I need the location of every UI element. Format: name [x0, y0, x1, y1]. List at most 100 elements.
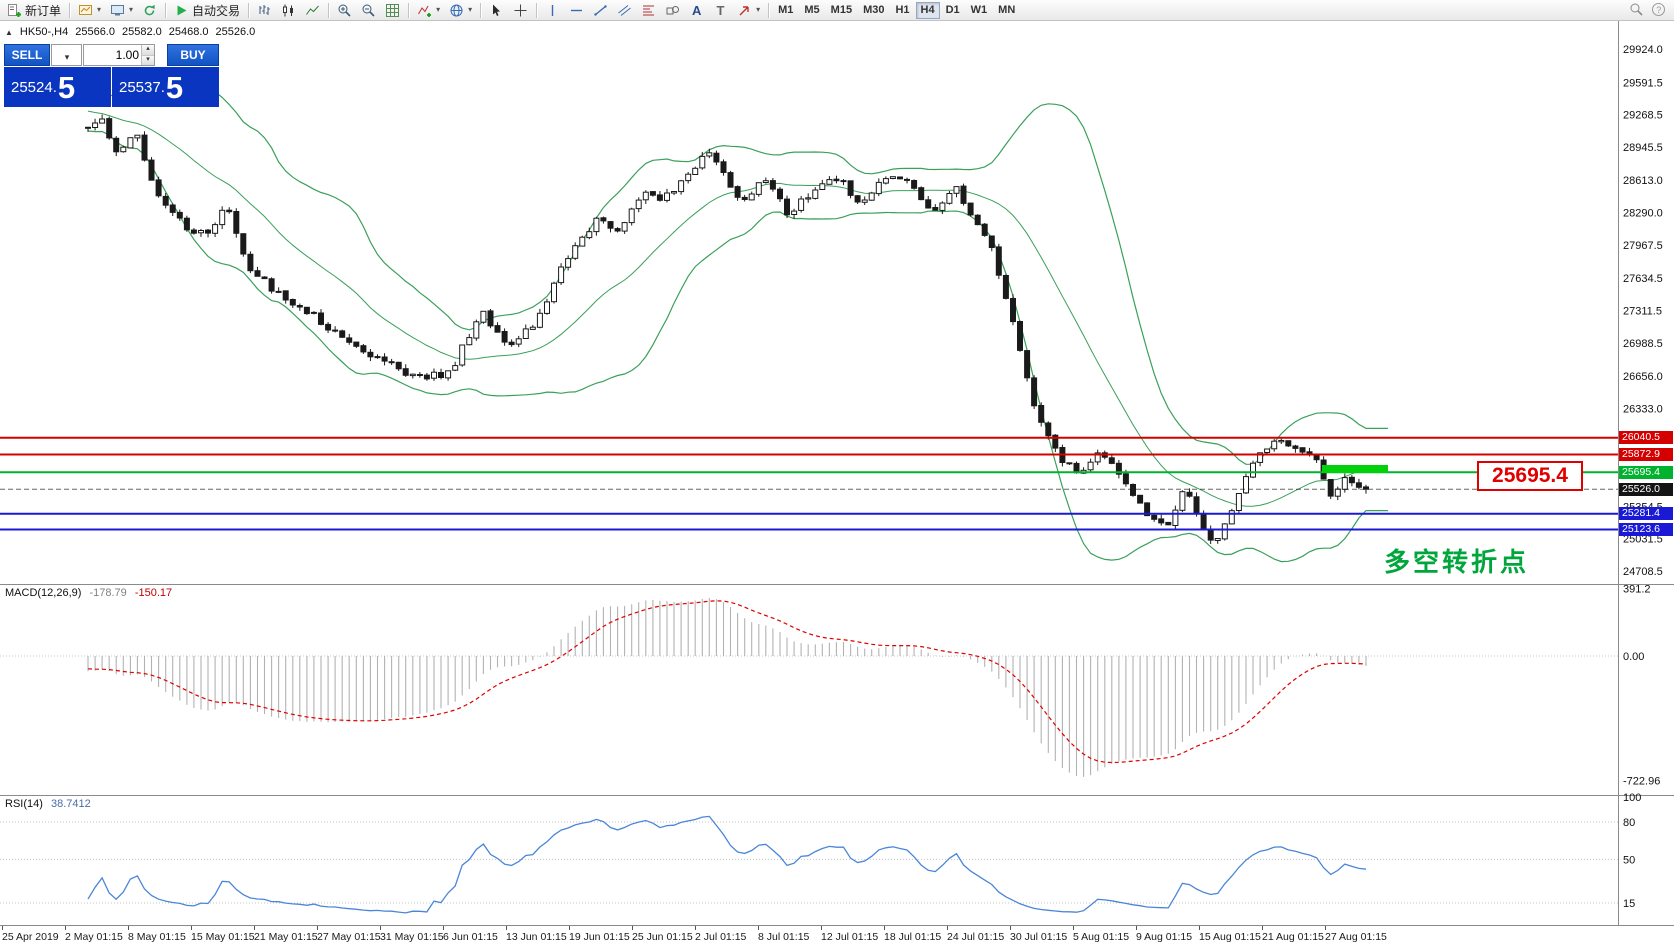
new-order-button[interactable]: 新订单: [3, 1, 65, 19]
chevron-down-icon: ▾: [468, 5, 473, 14]
new-order-label: 新订单: [25, 3, 62, 18]
time-label: 31 May 01:15: [380, 931, 444, 943]
price-tick: 26988.5: [1623, 338, 1663, 350]
new-chart-button[interactable]: ▾: [74, 1, 105, 19]
timeframe-button-h4[interactable]: H4: [915, 1, 940, 19]
volume-decrease-button[interactable]: ▾: [142, 55, 154, 65]
sell-button[interactable]: SELL: [4, 44, 50, 66]
timeframe-button-m1[interactable]: M1: [773, 2, 798, 19]
buy-price-big-digit: 5: [165, 69, 184, 105]
price-level-label: 25872.9: [1619, 448, 1673, 461]
rsi-indicator: [0, 815, 1618, 914]
trade-panel-collapse-button[interactable]: ▲: [5, 27, 13, 37]
rsi-tick: 15: [1623, 898, 1635, 910]
toolbar-right-icons: ?: [1629, 2, 1666, 17]
search-icon[interactable]: [1629, 2, 1644, 17]
fibonacci-tool-button[interactable]: [637, 1, 660, 19]
timeframe-button-mn[interactable]: MN: [993, 2, 1020, 19]
sell-price-display[interactable]: 25524. 5: [4, 67, 111, 107]
refresh-icon: [144, 4, 155, 15]
chart-ohlc-header: ▲ HK50-,H4 25566.0 25582.0 25468.0 25526…: [5, 26, 255, 38]
close-value: 25526.0: [215, 26, 256, 38]
text-label-tool-button[interactable]: T: [709, 1, 732, 19]
arrows-tool-button[interactable]: ▾: [733, 1, 764, 19]
price-tick: 26656.0: [1623, 371, 1663, 383]
high-value: 25582.0: [121, 26, 162, 38]
timeframe-button-m30[interactable]: M30: [858, 2, 889, 19]
timeframe-button-w1[interactable]: W1: [966, 2, 993, 19]
time-axis: 25 Apr 2019 2 May 01:15 8 May 01:15 15 May …: [2, 926, 1387, 943]
price-tick: 26333.0: [1623, 403, 1663, 415]
candlestick-mode-button[interactable]: [277, 1, 300, 19]
chevron-down-icon: ▾: [97, 5, 102, 14]
macd-signal-value: -150.17: [134, 587, 173, 599]
price-level-label: 25526.0: [1619, 482, 1673, 496]
buy-price-display[interactable]: 25537. 5: [112, 67, 219, 107]
channel-tool-button[interactable]: [613, 1, 636, 19]
toolbar-separator: [408, 2, 410, 18]
price-level-label: 26040.5: [1619, 431, 1673, 445]
horizontal-line-tool-button[interactable]: [565, 1, 588, 19]
chevron-down-icon: ▾: [64, 51, 70, 62]
cursor-button[interactable]: [485, 1, 508, 19]
profiles-icon: [111, 4, 125, 15]
zoom-out-button[interactable]: [357, 1, 380, 19]
help-icon[interactable]: ?: [1651, 2, 1666, 17]
toolbar-separator: [480, 2, 482, 18]
indicators-button[interactable]: ▾: [413, 1, 444, 19]
shapes-tool-button[interactable]: [661, 1, 684, 19]
timeframe-button-h1[interactable]: H1: [890, 2, 914, 19]
macd-indicator: [0, 598, 1618, 777]
volume-increase-button[interactable]: ▴: [142, 45, 154, 56]
order-type-dropdown[interactable]: ▾: [51, 44, 82, 66]
candlesticks: [85, 114, 1369, 544]
trendline-tool-button[interactable]: [589, 1, 612, 19]
templates-button[interactable]: ▾: [445, 1, 476, 19]
refresh-button[interactable]: [138, 1, 161, 19]
rsi-tick: 80: [1623, 817, 1635, 829]
time-label: 25 Jun 01:15: [632, 931, 693, 943]
buy-button[interactable]: BUY: [167, 44, 219, 66]
price-tick: 24708.5: [1623, 566, 1663, 578]
autotrading-label: 自动交易: [192, 3, 241, 18]
price-tick: 29924.0: [1623, 44, 1663, 56]
rsi-title-text: RSI(14): [5, 798, 43, 810]
autotrading-button[interactable]: 自动交易: [170, 1, 244, 19]
profiles-button[interactable]: ▾: [106, 1, 137, 19]
time-label: 12 Jul 01:15: [821, 931, 878, 943]
turning-point-annotation[interactable]: 多空转折点: [1384, 547, 1530, 577]
price-tag-annotation[interactable]: 25695.4: [1477, 461, 1583, 491]
timeframe-button-m5[interactable]: M5: [799, 2, 824, 19]
time-label: 13 Jun 01:15: [506, 931, 567, 943]
zoom-in-icon: [338, 4, 351, 17]
timeframe-toolbar: M1 M5 M15 M30 H1 H4 D1 W1 MN: [773, 1, 1020, 19]
timeframe-button-m15[interactable]: M15: [826, 2, 857, 19]
line-chart-mode-button[interactable]: [301, 1, 324, 19]
price-tick: 25031.5: [1623, 534, 1663, 546]
time-label: 6 Jun 01:15: [443, 931, 498, 943]
price-tick: 29268.5: [1623, 110, 1663, 122]
fibonacci-icon: [643, 5, 655, 15]
sell-price-main: 25524.: [11, 78, 57, 96]
grid-button[interactable]: [381, 1, 404, 19]
svg-text:T: T: [717, 3, 725, 18]
zoom-in-button[interactable]: [333, 1, 356, 19]
line-chart-icon: [306, 5, 319, 15]
price-tick: 27634.5: [1623, 273, 1663, 285]
text-tool-button[interactable]: A: [685, 1, 708, 19]
thick-green-trend-segment[interactable]: [1322, 465, 1388, 473]
zoom-out-icon: [362, 4, 375, 17]
trendline-icon: [594, 4, 607, 16]
volume-input[interactable]: [84, 45, 141, 65]
rsi-indicator-label: RSI(14) 38.7412: [5, 798, 91, 810]
volume-input-group: ▴ ▾: [83, 44, 155, 66]
bar-chart-mode-button[interactable]: [253, 1, 276, 19]
crosshair-button[interactable]: [509, 1, 532, 19]
horizontal-line-icon: [571, 9, 583, 11]
timeframe-button-d1[interactable]: D1: [941, 2, 965, 19]
time-label: 2 May 01:15: [65, 931, 123, 943]
price-level-label: 25281.4: [1619, 507, 1673, 521]
vertical-line-tool-button[interactable]: [541, 1, 564, 19]
macd-tick: 391.2: [1623, 584, 1651, 596]
